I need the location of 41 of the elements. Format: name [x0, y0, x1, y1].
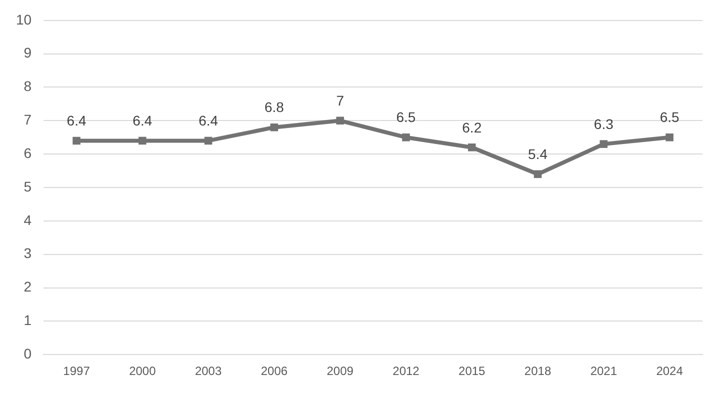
y-tick-label: 8 — [24, 78, 32, 94]
x-tick-label: 2003 — [194, 364, 222, 378]
x-tick-label: 2024 — [656, 364, 684, 378]
data-label: 6.4 — [66, 112, 86, 129]
data-label: 6.8 — [264, 99, 284, 116]
x-tick-label: 2018 — [524, 364, 552, 378]
data-label: 6.4 — [198, 112, 218, 129]
point — [402, 133, 410, 142]
x-tick-label: 2012 — [392, 364, 420, 378]
y-tick-label: 3 — [24, 245, 32, 262]
data-label: 6.5 — [396, 109, 416, 126]
y-tick-label: 5 — [24, 178, 32, 194]
x-tick-label: 2021 — [590, 364, 618, 378]
data-label: 6.4 — [132, 112, 152, 129]
data-label: 6.5 — [660, 109, 680, 126]
point — [600, 140, 608, 148]
data-label: 6.2 — [462, 119, 482, 136]
point — [666, 133, 674, 142]
data-label: 7 — [336, 92, 344, 109]
point — [468, 144, 476, 152]
data-label: 5.4 — [528, 146, 548, 162]
y-tick-label: 6 — [24, 144, 32, 161]
point — [336, 116, 344, 125]
y-tick-label: 1 — [24, 312, 32, 328]
x-tick-label: 1997 — [63, 364, 90, 378]
point — [72, 136, 80, 145]
y-tick-label: 10 — [16, 11, 32, 28]
point — [138, 136, 146, 145]
point — [204, 136, 212, 145]
x-tick-label: 2000 — [129, 364, 156, 378]
x-tick-label: 2015 — [458, 364, 486, 378]
x-tick-label: 2009 — [326, 364, 354, 378]
y-tick-label: 4 — [24, 212, 32, 228]
point — [534, 170, 542, 178]
y-tick-label: 9 — [24, 44, 32, 61]
y-tick-label: 0 — [24, 345, 32, 362]
point — [270, 123, 278, 132]
y-tick-label: 2 — [24, 278, 32, 295]
x-tick-label: 2006 — [260, 364, 288, 378]
data-label: 6.3 — [594, 116, 614, 132]
y-tick-label: 7 — [24, 112, 32, 128]
